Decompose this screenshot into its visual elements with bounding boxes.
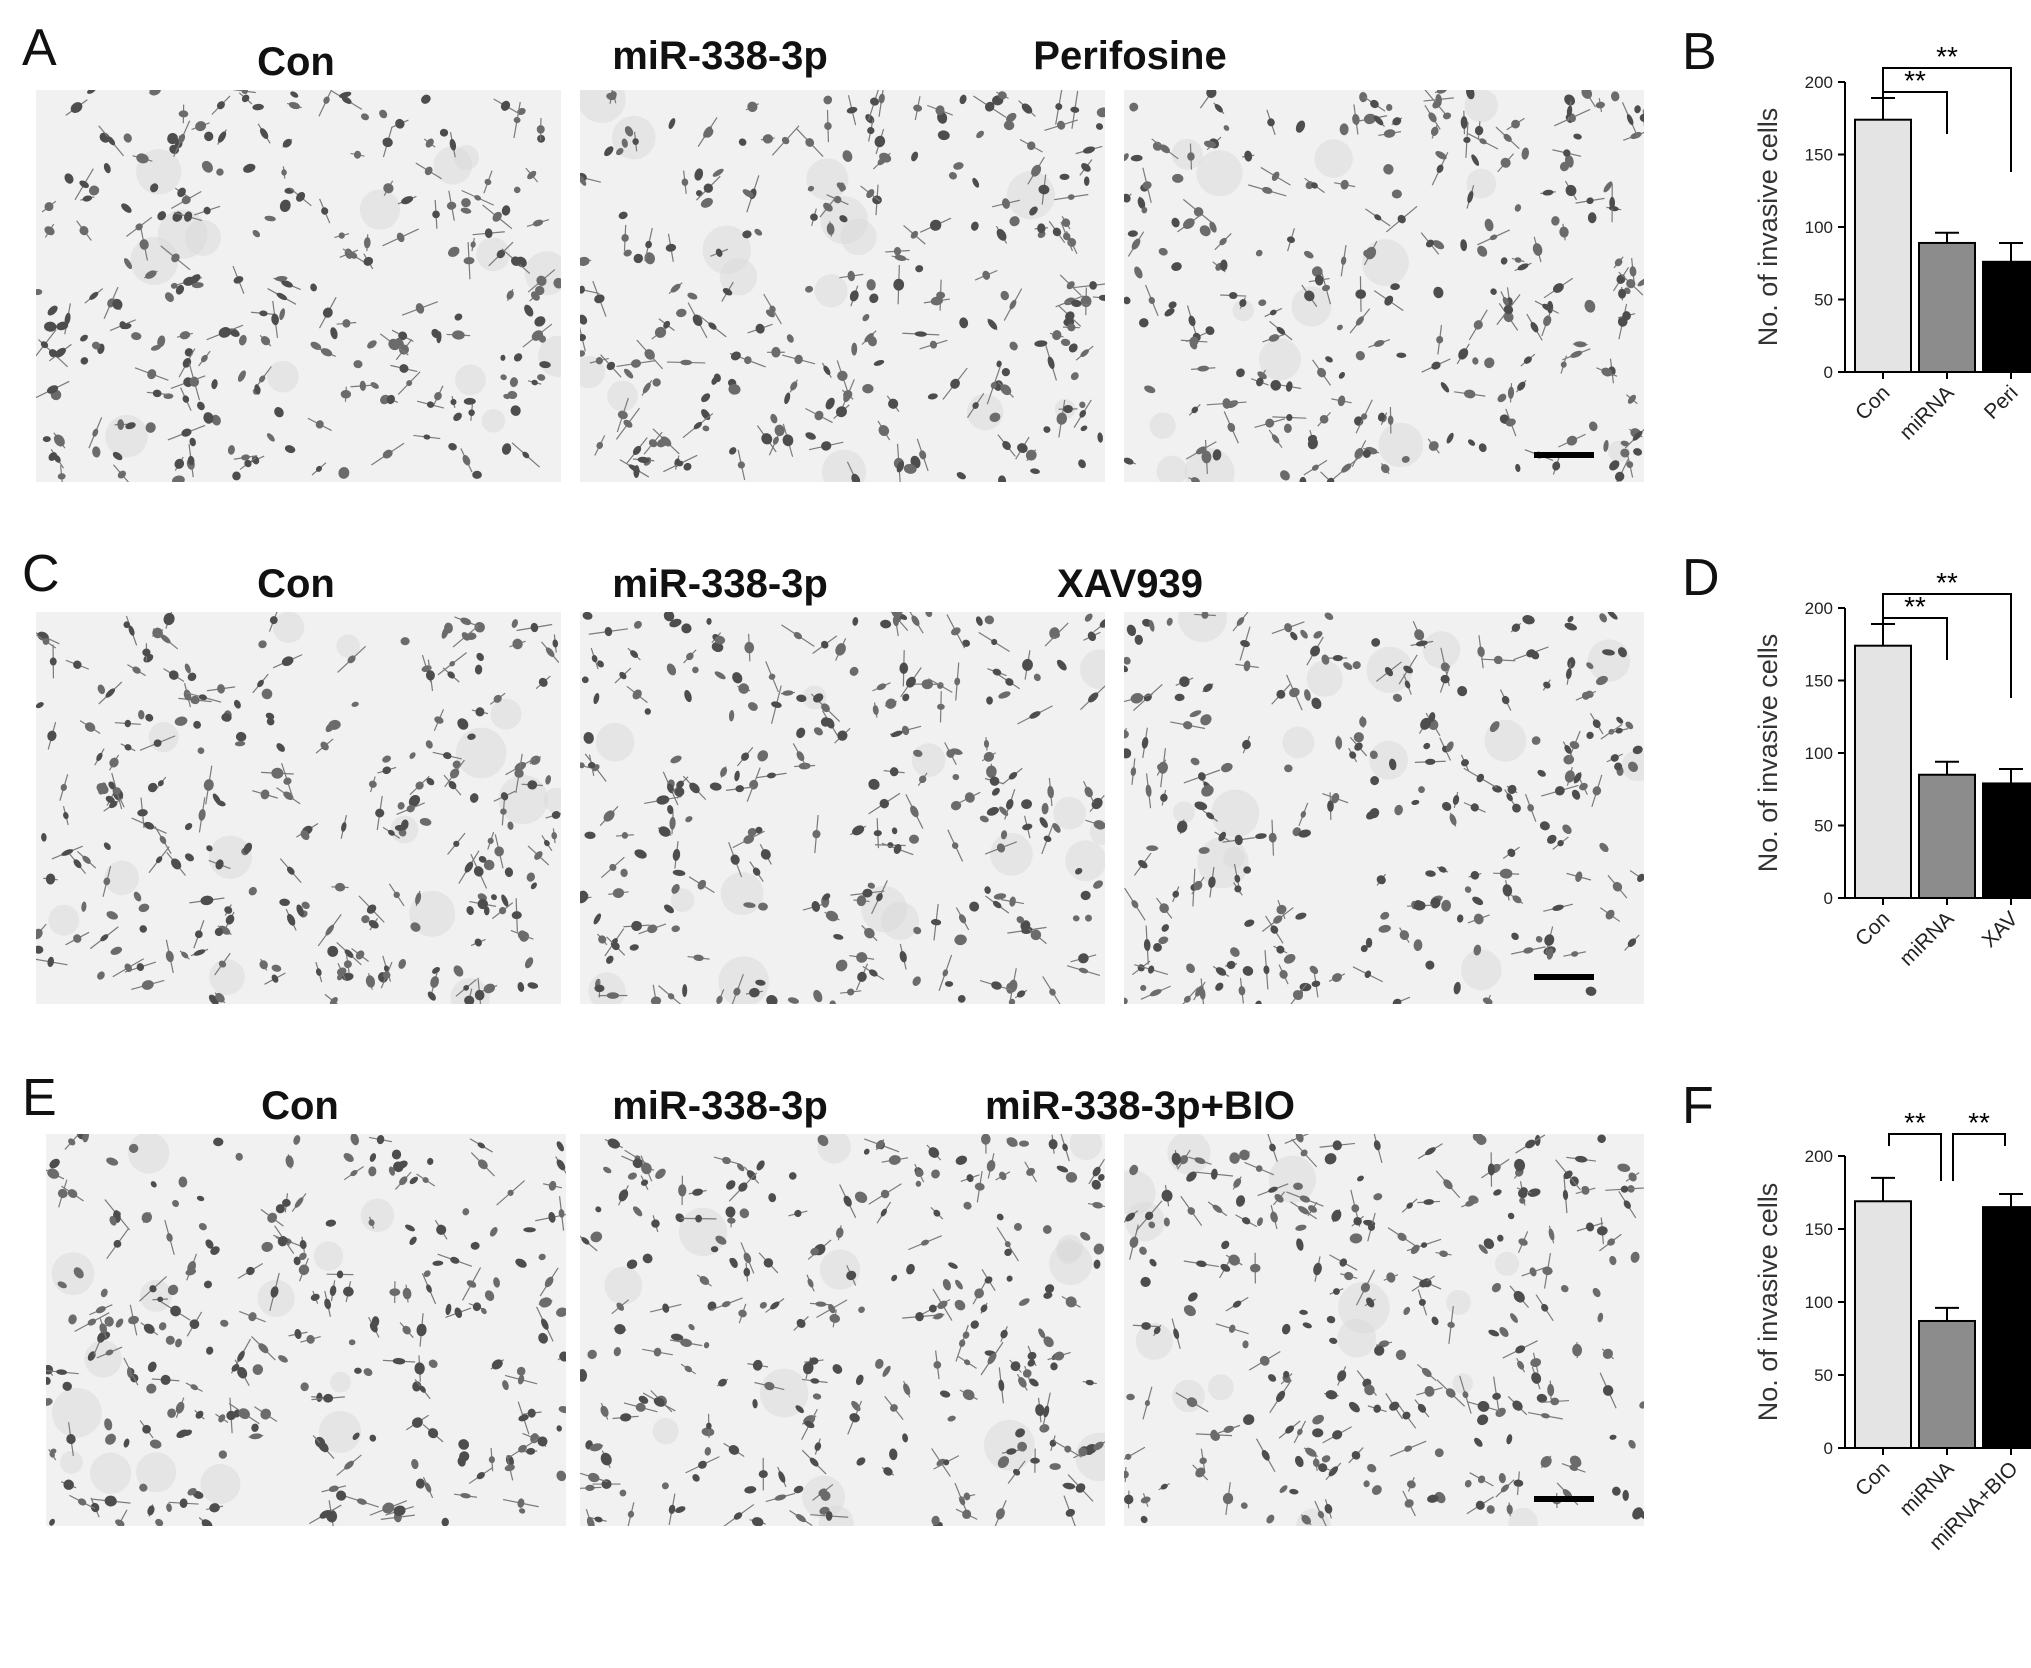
significance-label: ** [1904,1107,1926,1138]
y-tick-label: 0 [1824,363,1833,382]
x-tick-label: miRNA [1895,907,1958,970]
chart-svg: 0 50 100 150 200 No. of invasive cells Con miRN… [1753,41,2031,445]
x-tick-label: miRNA [1895,381,1958,444]
bar [1982,1206,2031,1449]
bar [1918,773,1976,899]
micrograph-c-3 [1124,612,1644,1004]
bar [1982,260,2031,373]
scale-bar [1534,974,1594,980]
micrograph-a-3 [1124,90,1644,482]
cell-texture [46,1134,566,1526]
bar-chart-f: 0 50 100 150 200 No. of invasive cells Con miRN… [1700,1096,2031,1656]
bar [1918,1319,1976,1449]
y-tick-label: 150 [1805,146,1833,165]
title-a-3: Perifosine [1033,34,1227,78]
cell-texture [580,1134,1105,1526]
title-c-2: miR-338-3p [612,562,828,606]
x-tick-label: XAV [1978,907,2023,952]
panel-letter-a: A [22,19,57,77]
x-tick-label: Con [1851,381,1895,425]
micrograph-e-1 [46,1134,566,1526]
y-tick-label: 0 [1824,1439,1833,1458]
x-tick-label: Con [1851,1457,1895,1501]
bar [1854,644,1912,899]
chart-svg: 0 50 100 150 200 No. of invasive cells Con miRN… [1753,1107,2031,1555]
bar [1918,241,1976,373]
panel-letter-b: B [1682,23,1717,81]
cell-texture [36,90,561,482]
title-e-1: Con [261,1084,339,1128]
scale-bar [1534,452,1594,458]
cell-texture [36,612,561,1004]
cell-texture [580,612,1105,1004]
y-tick-label: 100 [1805,744,1833,763]
x-tick-label: Con [1851,907,1895,951]
y-tick-label: 200 [1805,1147,1833,1166]
y-tick-label: 50 [1814,817,1833,836]
title-c-1: Con [257,562,335,606]
scale-bar [1534,1496,1594,1502]
significance-bracket [1882,67,2012,172]
y-tick-label: 200 [1805,73,1833,92]
bar [1982,782,2031,899]
panel-letter-f: F [1682,1077,1714,1135]
title-e-2: miR-338-3p [612,1084,828,1128]
bar-chart-b: 0 50 100 150 200 No. of invasive cells Con miRN… [1700,40,2031,510]
y-tick-label: 150 [1805,1220,1833,1239]
y-tick-label: 200 [1805,599,1833,618]
significance-bracket [1888,1133,1942,1181]
title-a-2: miR-338-3p [612,34,828,78]
panel-letter-e: E [22,1069,57,1127]
significance-label: ** [1904,65,1926,96]
significance-label: ** [1904,591,1926,622]
cell-texture [1124,1134,1644,1526]
y-tick-label: 150 [1805,672,1833,691]
y-tick-label: 100 [1805,218,1833,237]
chart-svg: 0 50 100 150 200 No. of invasive cells Con miRN… [1753,567,2031,971]
y-axis-label: No. of invasive cells [1753,108,1783,347]
y-tick-label: 50 [1814,1366,1833,1385]
y-tick-label: 100 [1805,1293,1833,1312]
panel-letter-c: C [22,545,60,603]
significance-label: ** [1936,567,1958,598]
title-c-3: XAV939 [1056,562,1203,606]
significance-bracket [1952,1133,2006,1181]
bar [1854,118,1912,373]
y-axis-label: No. of invasive cells [1753,1183,1783,1422]
y-tick-label: 50 [1814,291,1833,310]
micrograph-c-2 [580,612,1105,1004]
micrograph-a-2 [580,90,1105,482]
micrograph-a-1 [36,90,561,482]
micrograph-c-1 [36,612,561,1004]
title-e-3: miR-338-3p+BIO [984,1084,1296,1128]
cell-texture [1124,90,1644,482]
panel-letter-d: D [1682,549,1720,607]
significance-bracket [1882,593,2012,698]
y-tick-label: 0 [1824,889,1833,908]
cell-texture [1124,612,1644,1004]
significance-label: ** [1968,1107,1990,1138]
bar [1854,1200,1912,1450]
x-tick-label: Peri [1980,381,2023,424]
significance-label: ** [1936,41,1958,72]
cell-texture [580,90,1105,482]
bar-chart-d: 0 50 100 150 200 No. of invasive cells Con miRN… [1700,566,2031,1036]
micrograph-e-2 [580,1134,1105,1526]
title-a-1: Con [257,40,335,84]
x-tick-label: miRNA [1895,1457,1958,1520]
y-axis-label: No. of invasive cells [1753,634,1783,873]
micrograph-e-3 [1124,1134,1644,1526]
